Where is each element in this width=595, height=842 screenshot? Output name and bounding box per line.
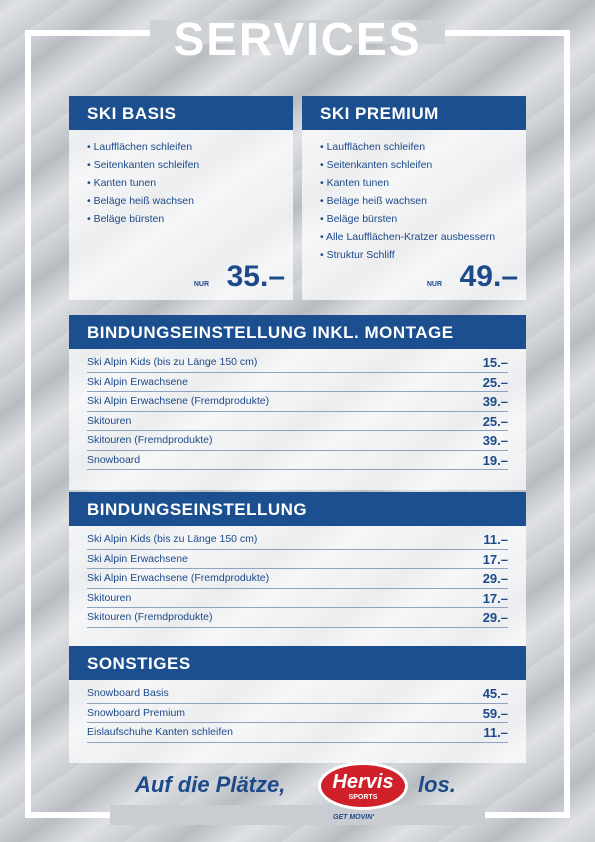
price-row: Skitouren 25.– — [87, 412, 508, 431]
service-name: Skitouren (Fremdprodukte) — [87, 611, 213, 623]
service-price: 29.– — [482, 610, 508, 625]
title: SERVICES — [173, 13, 422, 65]
price-row: Snowboard Premium 59.– — [87, 704, 508, 723]
price-row: Snowboard 19.– — [87, 451, 508, 470]
price-row: Eislaufschuhe Kanten schleifen 11.– — [87, 723, 508, 743]
service-name: Skitouren — [87, 591, 132, 604]
service-price: 39.– — [482, 394, 508, 409]
service-price: 25.– — [482, 374, 508, 390]
price-row: Skitouren 17.– — [87, 589, 508, 608]
section-title: BINDUNGSEINSTELLUNG — [69, 492, 526, 526]
item: Seitenkanten schleifen — [320, 156, 526, 174]
price-row: Ski Alpin Kids (bis zu Länge 150 cm) 15.– — [87, 353, 508, 373]
price-section: BINDUNGSEINSTELLUNG Ski Alpin Kids (bis z… — [69, 492, 526, 648]
package-title: SKI BASIS — [69, 96, 293, 130]
service-price: 59.– — [482, 705, 508, 721]
price-row: Ski Alpin Erwachsene (Fremdprodukte) 29.– — [87, 569, 508, 589]
item: Struktur Schliff — [320, 246, 526, 264]
price-row: Snowboard Basis 45.– — [87, 684, 508, 704]
service-price: 29.– — [482, 571, 508, 586]
service-name: Skitouren (Fremdprodukte) — [87, 434, 213, 446]
item: Laufflächen schleifen — [87, 138, 293, 156]
service-name: Snowboard Basis — [87, 687, 169, 699]
price-row: Skitouren (Fremdprodukte) 39.– — [87, 431, 508, 451]
service-price: 17.– — [482, 551, 508, 567]
package: SKI BASIS Laufflächen schleifenSeitenkant… — [69, 96, 293, 300]
price-row: Ski Alpin Erwachsene 17.– — [87, 550, 508, 569]
service-price: 15.– — [482, 355, 508, 370]
service-name: Ski Alpin Erwachsene (Fremdprodukte) — [87, 395, 270, 407]
logo: Hervis SPORTS — [318, 762, 408, 810]
service-name: Ski Alpin Kids (bis zu Länge 150 cm) — [87, 533, 258, 545]
service-price: 25.– — [482, 413, 508, 429]
service-name: Eislaufschuhe Kanten schleifen — [87, 726, 233, 738]
tagline: GET MOVIN' — [333, 814, 374, 821]
price-row: Ski Alpin Kids (bis zu Länge 150 cm) 11.– — [87, 530, 508, 550]
price-row: Ski Alpin Erwachsene (Fremdprodukte) 39.– — [87, 392, 508, 412]
item: Alle Laufflächen-Kratzer ausbessern — [320, 228, 526, 246]
item-list: Laufflächen schleifenSeitenkanten schlei… — [69, 138, 293, 228]
logo-text: Hervis — [332, 771, 394, 793]
service-name: Ski Alpin Kids (bis zu Länge 150 cm) — [87, 356, 258, 368]
service-price: 11.– — [483, 725, 508, 740]
service-name: Ski Alpin Erwachsene — [87, 552, 188, 565]
price-prefix: NUR — [193, 281, 209, 288]
item: Beläge bürsten — [320, 210, 526, 228]
service-price: 11.– — [483, 532, 508, 547]
item: Beläge heiß wachsen — [87, 192, 293, 210]
item-list: Laufflächen schleifenSeitenkanten schlei… — [302, 138, 526, 264]
item: Seitenkanten schleifen — [87, 156, 293, 174]
price-row: Skitouren (Fremdprodukte) 29.– — [87, 608, 508, 628]
price: 49.– — [459, 260, 518, 293]
logo-sub: SPORTS — [348, 794, 378, 801]
price-row: Ski Alpin Erwachsene 25.– — [87, 373, 508, 392]
frame-gap — [110, 805, 485, 825]
price-section: BINDUNGSEINSTELLUNG INKL. MONTAGE Ski Alp… — [69, 315, 526, 490]
slogan: Auf die Plätze, — [135, 772, 286, 797]
service-name: Snowboard — [87, 453, 141, 466]
package: SKI PREMIUM Laufflächen schleifenSeitenka… — [302, 96, 526, 300]
service-name: Ski Alpin Erwachsene — [87, 375, 188, 388]
item: Kanten tunen — [320, 174, 526, 192]
slogan: los. — [418, 772, 456, 797]
service-name: Snowboard Premium — [87, 706, 186, 719]
item: Laufflächen schleifen — [320, 138, 526, 156]
price: 35.– — [226, 260, 285, 293]
frame-gap — [150, 20, 445, 44]
service-price: 19.– — [482, 452, 508, 468]
service-price: 17.– — [482, 590, 508, 606]
service-name: Ski Alpin Erwachsene (Fremdprodukte) — [87, 572, 270, 584]
service-name: Skitouren — [87, 414, 132, 427]
price-section: SONSTIGES Snowboard Basis 45.– Snowboard Pr… — [69, 646, 526, 763]
service-price: 45.– — [482, 686, 508, 701]
service-price: 39.– — [482, 433, 508, 448]
package-title: SKI PREMIUM — [302, 96, 526, 130]
section-title: BINDUNGSEINSTELLUNG INKL. MONTAGE — [69, 315, 526, 349]
price-prefix: NUR — [426, 281, 442, 288]
item: Beläge bürsten — [87, 210, 293, 228]
item: Beläge heiß wachsen — [320, 192, 526, 210]
section-title: SONSTIGES — [69, 646, 526, 680]
item: Kanten tunen — [87, 174, 293, 192]
